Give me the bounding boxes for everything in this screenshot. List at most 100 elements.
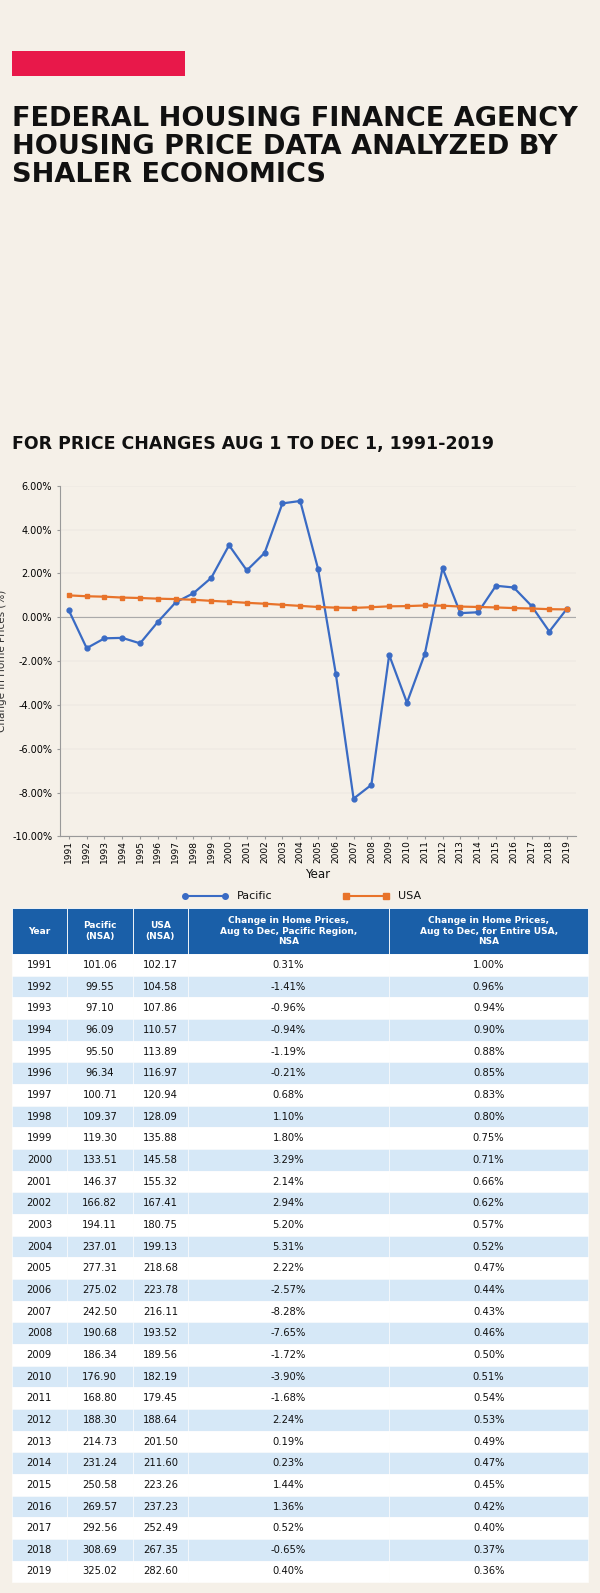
- Pacific: [136, 634, 143, 653]
- Bar: [389, 1474, 588, 1496]
- Text: -1.72%: -1.72%: [271, 1349, 306, 1360]
- Text: 2.94%: 2.94%: [272, 1198, 304, 1207]
- Bar: [12, 1388, 67, 1410]
- Text: 116.97: 116.97: [143, 1069, 178, 1078]
- Bar: [12, 1020, 67, 1040]
- Bar: [12, 1517, 67, 1539]
- Bar: [188, 1083, 389, 1106]
- Bar: [12, 1171, 67, 1192]
- Text: -0.96%: -0.96%: [271, 1004, 306, 1013]
- Bar: [133, 1192, 188, 1214]
- Bar: [12, 1561, 67, 1582]
- Pacific: [154, 612, 161, 631]
- Text: -0.21%: -0.21%: [271, 1069, 306, 1078]
- X-axis label: Year: Year: [305, 868, 331, 881]
- Bar: [389, 1410, 588, 1431]
- Text: -8.28%: -8.28%: [271, 1306, 306, 1316]
- Text: 109.37: 109.37: [82, 1112, 117, 1121]
- Text: 2009: 2009: [27, 1349, 52, 1360]
- Bar: [133, 1561, 188, 1582]
- Text: 0.40%: 0.40%: [473, 1523, 505, 1532]
- Bar: [188, 1171, 389, 1192]
- Text: 0.75%: 0.75%: [473, 1133, 505, 1144]
- Text: 188.64: 188.64: [143, 1415, 178, 1424]
- Text: 120.94: 120.94: [143, 1090, 178, 1099]
- Bar: [133, 1539, 188, 1561]
- Text: 0.71%: 0.71%: [473, 1155, 505, 1164]
- Bar: [12, 1344, 67, 1365]
- Bar: [133, 1257, 188, 1279]
- Bar: [12, 954, 67, 975]
- Text: 1.44%: 1.44%: [273, 1480, 304, 1489]
- Text: 110.57: 110.57: [143, 1024, 178, 1035]
- Bar: [12, 1128, 67, 1149]
- Text: 201.50: 201.50: [143, 1437, 178, 1446]
- Text: 182.19: 182.19: [143, 1372, 178, 1381]
- Pacific: [279, 494, 286, 513]
- Bar: [389, 1020, 588, 1040]
- Text: 145.58: 145.58: [143, 1155, 178, 1164]
- Bar: [67, 975, 133, 997]
- Bar: [67, 1474, 133, 1496]
- Text: 0.23%: 0.23%: [273, 1458, 304, 1469]
- Line: Pacific: Pacific: [67, 499, 569, 801]
- Text: 176.90: 176.90: [82, 1372, 118, 1381]
- Text: 282.60: 282.60: [143, 1566, 178, 1577]
- Pacific: [546, 621, 553, 640]
- USA: [421, 596, 428, 615]
- Text: 2.14%: 2.14%: [272, 1177, 304, 1187]
- Text: 135.88: 135.88: [143, 1133, 178, 1144]
- Text: 216.11: 216.11: [143, 1306, 178, 1316]
- Text: 97.10: 97.10: [86, 1004, 114, 1013]
- Text: 2012: 2012: [26, 1415, 52, 1424]
- Text: 199.13: 199.13: [143, 1241, 178, 1252]
- Bar: [188, 1149, 389, 1171]
- Bar: [67, 1410, 133, 1431]
- Bar: [67, 1344, 133, 1365]
- Text: 1995: 1995: [26, 1047, 52, 1056]
- Bar: [188, 1474, 389, 1496]
- Bar: [188, 1539, 389, 1561]
- Bar: [389, 1561, 588, 1582]
- Bar: [389, 1496, 588, 1517]
- Text: 1.80%: 1.80%: [273, 1133, 304, 1144]
- Bar: [67, 1106, 133, 1128]
- Bar: [12, 1106, 67, 1128]
- Bar: [67, 1214, 133, 1236]
- Pacific: [119, 628, 126, 647]
- Bar: [133, 1279, 188, 1300]
- Text: 223.78: 223.78: [143, 1286, 178, 1295]
- Text: 1993: 1993: [26, 1004, 52, 1013]
- Text: 2004: 2004: [27, 1241, 52, 1252]
- Bar: [389, 1083, 588, 1106]
- Bar: [188, 1257, 389, 1279]
- Bar: [67, 1388, 133, 1410]
- Bar: [133, 1322, 188, 1344]
- Bar: [389, 1344, 588, 1365]
- Bar: [188, 954, 389, 975]
- Text: 308.69: 308.69: [82, 1545, 117, 1555]
- Text: 5.20%: 5.20%: [272, 1220, 304, 1230]
- Bar: [389, 975, 588, 997]
- Bar: [133, 1517, 188, 1539]
- Bar: [389, 1322, 588, 1344]
- Bar: [12, 1279, 67, 1300]
- Text: 179.45: 179.45: [143, 1394, 178, 1403]
- Text: 0.50%: 0.50%: [473, 1349, 505, 1360]
- Text: 3.29%: 3.29%: [272, 1155, 304, 1164]
- USA: [190, 589, 197, 609]
- USA: [510, 599, 517, 618]
- Text: 1998: 1998: [26, 1112, 52, 1121]
- Bar: [12, 1063, 67, 1085]
- Bar: [389, 1214, 588, 1236]
- Bar: [67, 1365, 133, 1388]
- Pacific: [314, 559, 322, 578]
- Bar: [67, 1517, 133, 1539]
- Bar: [12, 1149, 67, 1171]
- Bar: [389, 1300, 588, 1322]
- Bar: [133, 997, 188, 1020]
- Bar: [12, 1083, 67, 1106]
- Text: 100.71: 100.71: [82, 1090, 117, 1099]
- Text: 275.02: 275.02: [82, 1286, 118, 1295]
- Bar: [133, 1128, 188, 1149]
